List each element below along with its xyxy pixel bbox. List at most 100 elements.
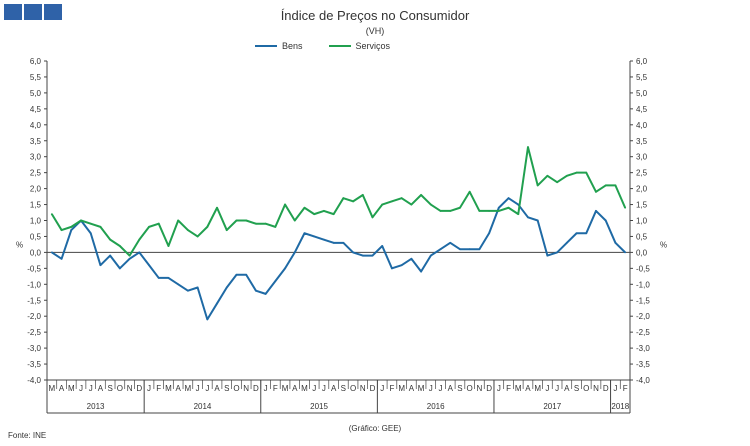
x-month-label: F bbox=[273, 384, 278, 393]
y-tick-label-right: 5,0 bbox=[636, 89, 648, 98]
y-tick-label-right: -1,5 bbox=[636, 296, 650, 305]
data-point-bens bbox=[216, 302, 218, 305]
legend-label-servicos: Serviços bbox=[355, 41, 391, 51]
data-point-bens bbox=[565, 241, 568, 244]
chart-legend: Bens Serviços bbox=[255, 41, 416, 51]
data-point-bens bbox=[118, 267, 121, 270]
data-point-servicos bbox=[332, 213, 335, 216]
y-tick-label-left: 1,5 bbox=[30, 201, 42, 210]
data-point-bens bbox=[60, 257, 63, 260]
x-month-label: M bbox=[68, 384, 75, 393]
data-point-servicos bbox=[459, 206, 461, 209]
y-tick-label-left: 6,0 bbox=[30, 57, 42, 66]
data-point-servicos bbox=[488, 210, 491, 212]
data-point-bens bbox=[371, 254, 374, 257]
chart-subtitle: (VH) bbox=[365, 26, 385, 36]
y-tick-label-left: 2,5 bbox=[30, 169, 42, 178]
x-year-label: 2015 bbox=[310, 402, 328, 411]
data-point-servicos bbox=[138, 238, 141, 241]
y-tick-label-left: 1,0 bbox=[30, 217, 42, 226]
data-point-servicos bbox=[99, 225, 102, 228]
data-point-servicos bbox=[70, 225, 73, 228]
x-month-label: M bbox=[301, 384, 308, 393]
x-year-label: 2018 bbox=[611, 402, 629, 411]
x-year-label: 2013 bbox=[87, 402, 105, 411]
data-point-bens bbox=[284, 267, 286, 270]
data-point-bens bbox=[323, 238, 325, 241]
y-tick-label-right: -0,5 bbox=[636, 264, 650, 273]
y-tick-label-right: 2,5 bbox=[636, 169, 648, 178]
x-month-label: N bbox=[593, 384, 599, 393]
x-month-label: D bbox=[603, 384, 609, 393]
y-unit-label-right: % bbox=[660, 240, 667, 249]
x-year-label: 2014 bbox=[194, 402, 212, 411]
x-month-label: A bbox=[98, 384, 104, 393]
data-point-bens bbox=[303, 232, 306, 235]
x-month-label: J bbox=[147, 384, 151, 393]
x-month-label: O bbox=[583, 384, 589, 393]
data-point-bens bbox=[614, 241, 617, 244]
data-point-bens bbox=[50, 251, 53, 254]
data-point-bens bbox=[459, 248, 461, 251]
y-tick-label-left: -2,5 bbox=[27, 328, 41, 337]
data-point-bens bbox=[167, 277, 170, 279]
data-point-bens bbox=[235, 273, 238, 276]
data-point-bens bbox=[138, 251, 141, 254]
y-tick-label-left: 2,0 bbox=[30, 185, 42, 194]
x-month-label: A bbox=[448, 384, 454, 393]
data-point-servicos bbox=[478, 210, 481, 212]
logo-block-3 bbox=[44, 4, 62, 20]
data-point-servicos bbox=[89, 222, 92, 225]
data-point-bens bbox=[225, 286, 228, 289]
data-point-bens bbox=[527, 216, 529, 219]
legend-swatch-bens bbox=[255, 45, 277, 47]
y-tick-label-left: -3,5 bbox=[27, 360, 41, 369]
y-unit-label-left: % bbox=[16, 240, 23, 249]
data-point-bens bbox=[177, 283, 180, 286]
data-point-servicos bbox=[391, 200, 393, 203]
x-month-label: O bbox=[467, 384, 473, 393]
data-point-bens bbox=[157, 277, 160, 279]
legend-item-servicos: Serviços bbox=[328, 41, 391, 51]
data-point-servicos bbox=[303, 206, 306, 209]
x-month-label: A bbox=[214, 384, 220, 393]
x-month-label: J bbox=[79, 384, 83, 393]
y-tick-label-right: 3,5 bbox=[636, 137, 648, 146]
data-point-servicos bbox=[497, 210, 500, 212]
data-point-servicos bbox=[527, 146, 529, 149]
y-tick-label-right: -3,0 bbox=[636, 344, 650, 353]
x-month-label: A bbox=[59, 384, 65, 393]
data-point-servicos bbox=[371, 216, 374, 219]
data-point-servicos bbox=[313, 213, 316, 216]
data-point-bens bbox=[420, 270, 422, 273]
y-tick-label-left: 4,5 bbox=[30, 105, 42, 114]
x-month-label: J bbox=[545, 384, 549, 393]
data-point-bens bbox=[595, 210, 597, 212]
data-point-servicos bbox=[255, 222, 257, 225]
x-month-label: D bbox=[370, 384, 376, 393]
y-tick-label-right: -3,5 bbox=[636, 360, 650, 369]
x-month-label: M bbox=[165, 384, 172, 393]
y-tick-label-right: -2,5 bbox=[636, 328, 650, 337]
legend-item-bens: Bens bbox=[255, 41, 303, 51]
data-point-servicos bbox=[400, 197, 403, 200]
data-point-bens bbox=[186, 289, 189, 292]
data-point-servicos bbox=[517, 213, 520, 216]
x-month-label: A bbox=[564, 384, 570, 393]
data-point-bens bbox=[70, 229, 73, 231]
data-point-bens bbox=[497, 206, 500, 209]
data-point-servicos bbox=[50, 213, 53, 216]
data-point-servicos bbox=[604, 184, 607, 187]
data-point-bens bbox=[274, 280, 277, 283]
data-point-servicos bbox=[167, 245, 170, 247]
data-point-servicos bbox=[274, 225, 277, 228]
data-point-servicos bbox=[60, 229, 63, 231]
x-month-label: J bbox=[555, 384, 559, 393]
x-month-label: M bbox=[534, 384, 541, 393]
data-point-bens bbox=[439, 248, 442, 251]
x-month-label: S bbox=[457, 384, 462, 393]
data-point-servicos bbox=[323, 210, 325, 212]
x-month-label: D bbox=[253, 384, 259, 393]
y-tick-label-right: -1,0 bbox=[636, 280, 650, 289]
